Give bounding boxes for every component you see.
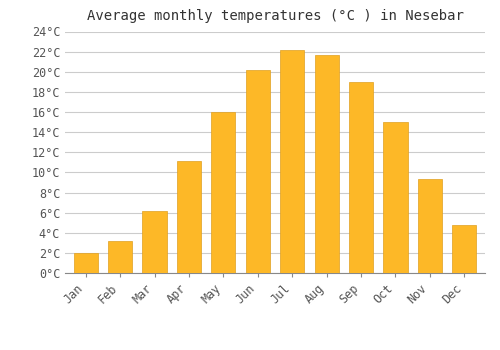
- Bar: [384, 122, 407, 273]
- Bar: [177, 161, 201, 273]
- Title: Average monthly temperatures (°C ) in Nesebar: Average monthly temperatures (°C ) in Ne…: [86, 9, 464, 23]
- Bar: [418, 180, 442, 273]
- Bar: [74, 253, 98, 273]
- Bar: [246, 70, 270, 273]
- Bar: [314, 55, 338, 273]
- Bar: [142, 211, 167, 273]
- Bar: [108, 241, 132, 273]
- Bar: [212, 112, 236, 273]
- Bar: [452, 225, 476, 273]
- Bar: [280, 50, 304, 273]
- Bar: [349, 82, 373, 273]
